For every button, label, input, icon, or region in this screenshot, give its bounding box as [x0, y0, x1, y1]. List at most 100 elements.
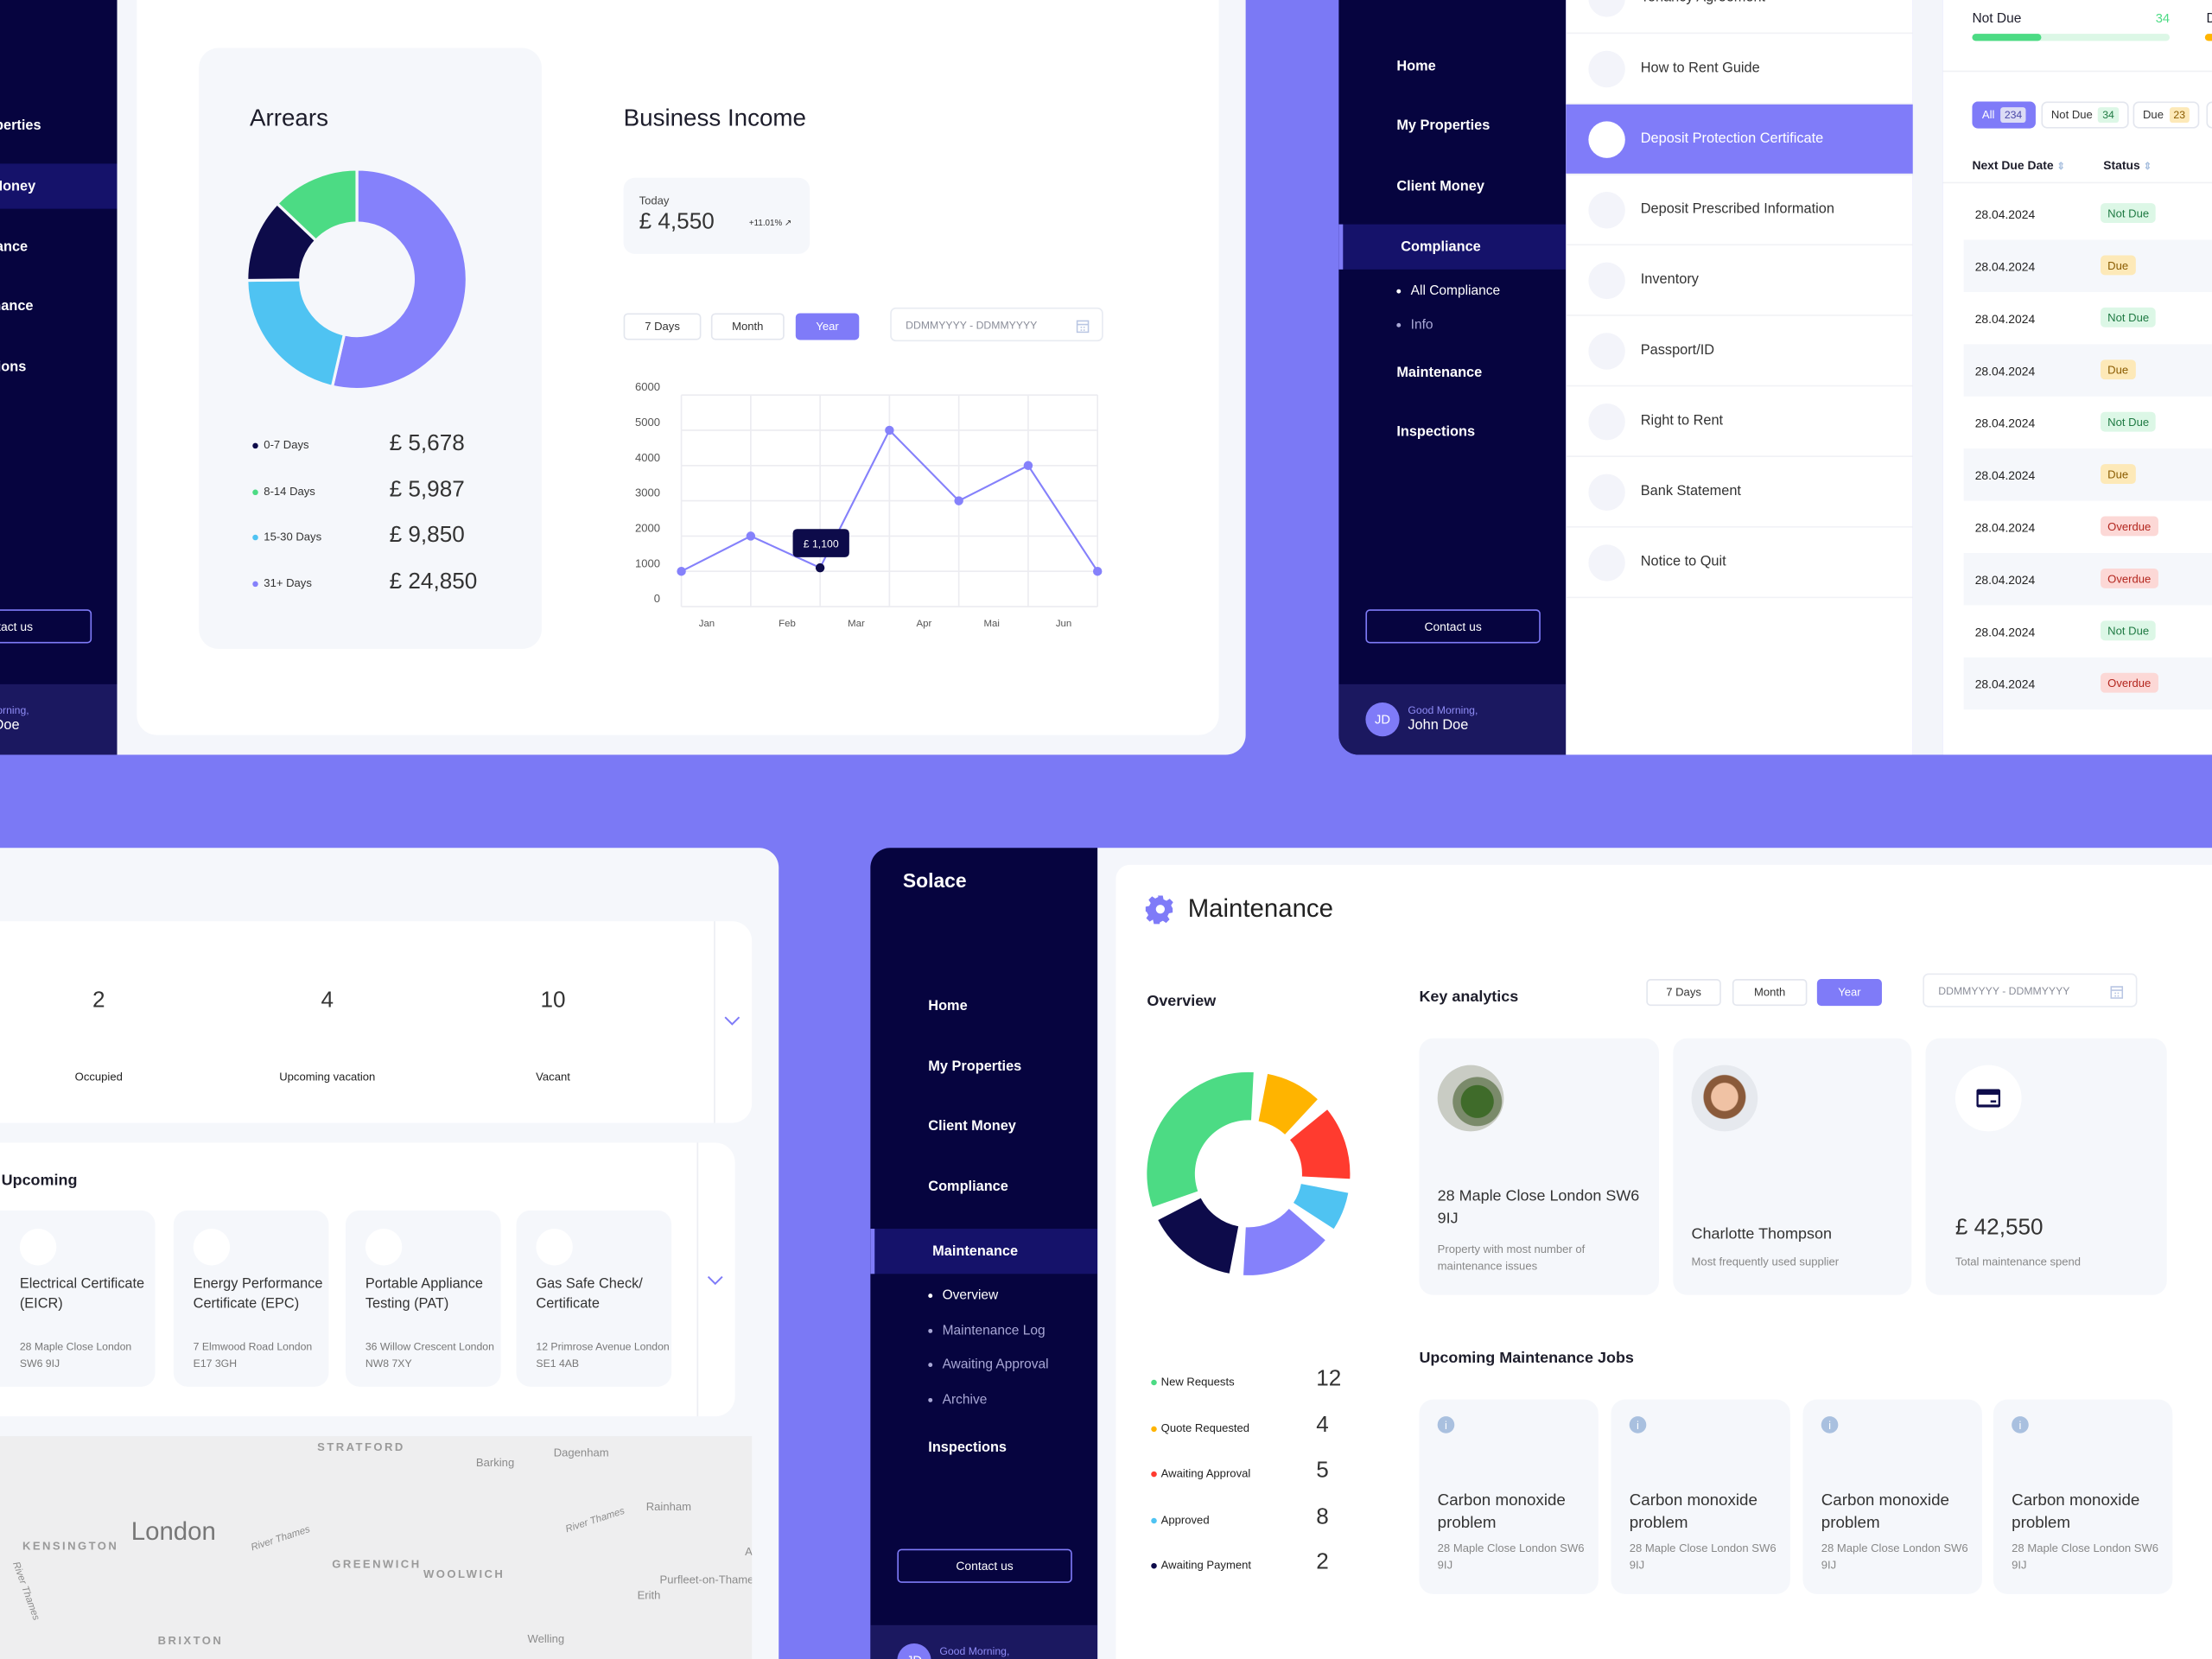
range-year-button[interactable]: Year	[1816, 979, 1882, 1007]
range-month-button[interactable]: Month	[1732, 979, 1808, 1007]
sidebar-item-label: Compliance	[1401, 238, 1481, 255]
document-item-how-to-rent-guide[interactable]: How to Rent Guide	[1566, 34, 1913, 105]
data-point[interactable]	[1092, 566, 1103, 576]
avatar[interactable]: JD	[1365, 702, 1400, 737]
sidebar-item-inspections[interactable]: Inspections	[1338, 409, 1566, 454]
bell-icon[interactable]	[69, 709, 89, 729]
chevron-down-icon[interactable]	[79, 300, 92, 313]
table-row[interactable]: 28.04.2024 Not Due	[1964, 292, 2212, 344]
sidebar-item-my-properties[interactable]: My Properties	[1338, 103, 1566, 148]
sidebar-item-compliance[interactable]: Compliance	[1338, 224, 1567, 270]
filter-chip-due[interactable]: Due 23	[2133, 101, 2200, 129]
document-item-inventory[interactable]: Inventory	[1566, 245, 1913, 316]
upcoming-certificate-card[interactable]: Portable Appliance Testing (PAT) 36 Willo…	[345, 1210, 501, 1387]
document-item-passport-id[interactable]: Passport/ID	[1566, 316, 1913, 387]
data-point[interactable]	[815, 563, 825, 573]
data-point[interactable]	[677, 566, 686, 576]
filter-chip-all[interactable]: All 234	[1972, 101, 2037, 129]
contact-us-button[interactable]: Contact us	[1365, 609, 1541, 644]
chevron-up-icon[interactable]	[1532, 240, 1545, 253]
sidebar-item-client-money[interactable]: Client Money	[870, 1103, 1097, 1148]
contact-us-button[interactable]: Contact us	[897, 1548, 1072, 1583]
brand-name: Solace	[902, 868, 967, 892]
maintenance-job-card[interactable]: i Carbon monoxide problem 28 Maple Close L…	[1611, 1399, 1790, 1594]
sidebar-subitem[interactable]: Archive	[928, 1392, 987, 1408]
analytics-card-supplier[interactable]: Charlotte Thompson Most frequently used …	[1673, 1038, 1912, 1295]
sidebar-item-home[interactable]: Home	[870, 983, 1097, 1028]
analytics-card-spend[interactable]: £ 42,550 Total maintenance spend	[1925, 1038, 2167, 1295]
sidebar-item-inspections[interactable]: Inspections	[0, 344, 118, 389]
data-point[interactable]	[954, 496, 963, 505]
sidebar-item-maintenance[interactable]: Maintenance	[870, 1229, 1098, 1274]
document-item-deposit-protection-certificate[interactable]: Deposit Protection Certificate	[1566, 104, 1913, 175]
upcoming-certificate-card[interactable]: Gas Safe Check/ Certificate 12 Primrose A…	[516, 1210, 672, 1387]
maintenance-job-card[interactable]: i Carbon monoxide problem 28 Maple Close L…	[1419, 1399, 1599, 1594]
filter-chip-not-due[interactable]: Not Due 34	[2041, 101, 2129, 129]
sidebar-item-label: My Properties	[1396, 118, 1491, 134]
table-row[interactable]: 28.04.2024 Not Due	[1964, 605, 2212, 657]
sidebar-subitem[interactable]: All Compliance	[1396, 283, 1500, 299]
sidebar-subitem[interactable]: Overview	[928, 1288, 998, 1304]
maintenance-job-card[interactable]: i Carbon monoxide problem 28 Maple Close L…	[1802, 1399, 1982, 1594]
sidebar-subitem[interactable]: Maintenance Log	[928, 1323, 1046, 1338]
contact-us-button[interactable]: Contact us	[0, 609, 92, 644]
sidebar-subitem[interactable]: Info	[1396, 317, 1433, 333]
sidebar-item-maintenance[interactable]: Maintenance	[1338, 350, 1566, 395]
brand-logo[interactable]: Solace	[896, 869, 967, 892]
table-row[interactable]: 28.04.2024 Due	[1963, 344, 2212, 397]
document-item-deposit-prescribed-information[interactable]: Deposit Prescribed Information	[1566, 175, 1913, 246]
range-7days-button[interactable]: 7 Days	[1646, 979, 1721, 1007]
maintenance-job-card[interactable]: i Carbon monoxide problem 28 Maple Close L…	[1993, 1399, 2173, 1594]
table-row[interactable]: 28.04.2024 Not Due	[1964, 188, 2212, 239]
data-point[interactable]	[885, 425, 894, 435]
range-7days-button[interactable]: 7 Days	[623, 313, 702, 340]
chevron-down-icon[interactable]	[79, 240, 92, 253]
sidebar-item-maintenance[interactable]: Maintenance	[0, 283, 118, 328]
table-row[interactable]: 28.04.2024 Due	[1963, 448, 2212, 501]
table-row[interactable]: 28.04.2024 Overdue	[1963, 657, 2212, 710]
sidebar-item-client-money[interactable]: Client Money	[1338, 163, 1566, 208]
chevron-down-icon[interactable]	[1059, 1060, 1072, 1073]
bell-icon[interactable]	[1050, 1649, 1070, 1659]
sidebar-item-my-properties[interactable]: My Properties	[870, 1044, 1097, 1089]
sidebar-subitem[interactable]: Awaiting Approval	[928, 1357, 1049, 1373]
document-item-right-to-rent[interactable]: Right to Rent	[1566, 386, 1913, 457]
data-point[interactable]	[1023, 461, 1033, 470]
range-year-button[interactable]: Year	[795, 313, 860, 340]
expand-chevron-icon[interactable]	[724, 1016, 741, 1027]
sidebar-item-label: Maintenance	[0, 298, 34, 315]
document-item-bank-statement[interactable]: Bank Statement	[1566, 457, 1913, 528]
y-tick-label: 5000	[635, 416, 660, 429]
date-range-input[interactable]: DDMMYYYY - DDMMYYYY	[890, 307, 1103, 342]
chevron-down-icon[interactable]	[1528, 119, 1541, 132]
upcoming-certificate-card[interactable]: Energy Performance Certificate (EPC) 7 El…	[173, 1210, 329, 1387]
chevron-down-icon[interactable]	[79, 119, 92, 132]
analytics-card-property[interactable]: 28 Maple Close London SW6 9IJ Property w…	[1419, 1038, 1659, 1295]
chevron-down-icon[interactable]	[1528, 366, 1541, 379]
column-header-status[interactable]: Status ⇕	[2103, 158, 2152, 172]
chevron-down-icon[interactable]	[1059, 1180, 1072, 1193]
bell-icon[interactable]	[1518, 709, 1538, 729]
table-row[interactable]: 28.04.2024 Overdue	[1963, 552, 2212, 606]
sidebar-item-my-properties[interactable]: My Properties	[0, 103, 118, 148]
sidebar-item-inspections[interactable]: Inspections	[870, 1425, 1097, 1470]
sidebar-item-compliance[interactable]: Compliance	[0, 225, 118, 270]
avatar[interactable]: JD	[897, 1643, 931, 1659]
upcoming-certificate-card[interactable]: Electrical Certificate (EICR) 28 Maple Cl…	[0, 1210, 156, 1387]
property-map[interactable]: STRATFORD Barking Dagenham Rainham London KEN…	[0, 1436, 753, 1659]
chevron-up-icon[interactable]	[1064, 1245, 1077, 1258]
sidebar-item-home[interactable]: Home	[1338, 44, 1566, 89]
sidebar-item-compliance[interactable]: Compliance	[870, 1164, 1097, 1209]
table-row[interactable]: 28.04.2024 Overdue	[1964, 501, 2212, 553]
document-item-notice-to-quit[interactable]: Notice to Quit	[1566, 528, 1913, 599]
document-item-tenancy-agreement[interactable]: Tenancy Agreement	[1566, 0, 1913, 35]
range-month-button[interactable]: Month	[710, 313, 785, 340]
filter-chip-overdue[interactable]	[2206, 101, 2212, 129]
expand-chevron-icon[interactable]	[707, 1275, 724, 1287]
table-row[interactable]: 28.04.2024 Due	[1963, 239, 2212, 292]
date-range-input[interactable]: DDMMYYYY - DDMMYYYY	[1923, 973, 2138, 1007]
table-row[interactable]: 28.04.2024 Not Due	[1964, 397, 2212, 448]
column-header-next-due-date[interactable]: Next Due Date ⇕	[1972, 158, 2065, 172]
data-point[interactable]	[746, 531, 756, 541]
sidebar-item-client-money[interactable]: Client Money	[0, 163, 118, 209]
